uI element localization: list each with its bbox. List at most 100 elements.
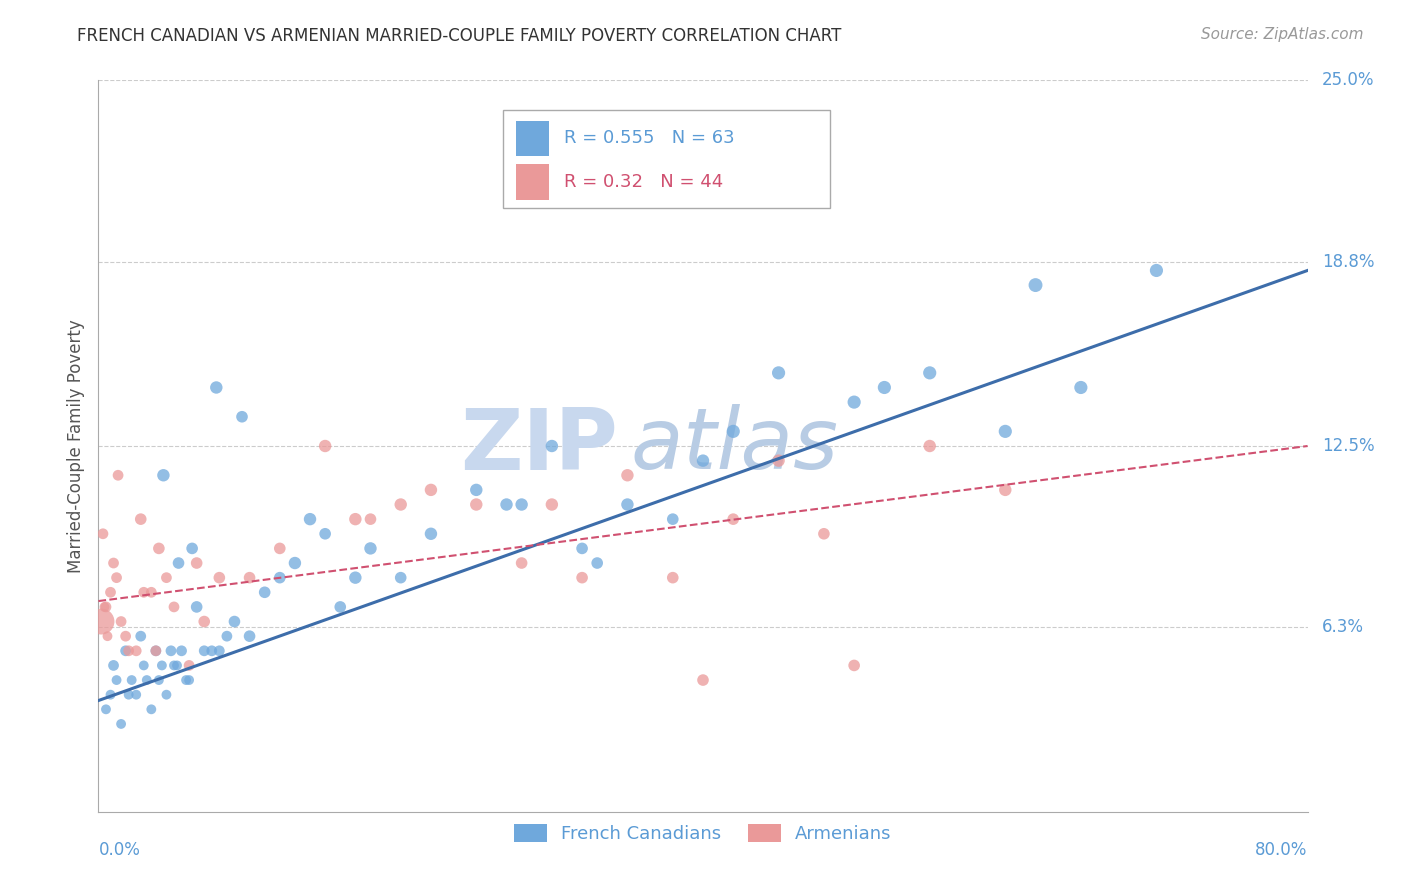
Text: 6.3%: 6.3% — [1322, 618, 1364, 636]
Point — [155, 571, 177, 585]
Point — [360, 512, 382, 526]
Point — [132, 658, 155, 673]
Point — [125, 688, 148, 702]
Text: 80.0%: 80.0% — [1256, 841, 1308, 859]
Point — [239, 629, 262, 643]
Point — [148, 541, 170, 556]
FancyBboxPatch shape — [516, 120, 550, 155]
Point — [239, 571, 262, 585]
Point — [181, 541, 204, 556]
Text: R = 0.32   N = 44: R = 0.32 N = 44 — [564, 173, 723, 191]
Point — [510, 498, 533, 512]
Point — [224, 615, 246, 629]
Point — [231, 409, 253, 424]
Point — [344, 571, 367, 585]
Point — [661, 512, 683, 526]
Point — [179, 658, 201, 673]
Point — [96, 629, 118, 643]
Point — [314, 526, 336, 541]
Point — [844, 658, 866, 673]
Point — [100, 688, 122, 702]
Text: Source: ZipAtlas.com: Source: ZipAtlas.com — [1201, 27, 1364, 42]
Point — [141, 585, 163, 599]
Text: 0.0%: 0.0% — [98, 841, 141, 859]
Point — [918, 439, 941, 453]
Point — [661, 571, 683, 585]
Point — [465, 483, 488, 497]
Point — [208, 571, 231, 585]
Text: FRENCH CANADIAN VS ARMENIAN MARRIED-COUPLE FAMILY POVERTY CORRELATION CHART: FRENCH CANADIAN VS ARMENIAN MARRIED-COUP… — [77, 27, 842, 45]
Point — [103, 658, 125, 673]
Point — [105, 673, 128, 687]
Y-axis label: Married-Couple Family Poverty: Married-Couple Family Poverty — [66, 319, 84, 573]
Point — [692, 673, 714, 687]
Point — [121, 673, 143, 687]
Point — [994, 483, 1017, 497]
Point — [723, 512, 745, 526]
Point — [160, 644, 183, 658]
Point — [94, 599, 117, 614]
Point — [692, 453, 714, 467]
Point — [215, 629, 238, 643]
Point — [344, 512, 367, 526]
Point — [155, 688, 177, 702]
Point — [103, 556, 125, 570]
Point — [389, 571, 412, 585]
Point — [107, 468, 129, 483]
Point — [918, 366, 941, 380]
Point — [129, 512, 152, 526]
Point — [118, 644, 141, 658]
Point — [1146, 263, 1168, 277]
Point — [105, 571, 128, 585]
FancyBboxPatch shape — [503, 110, 830, 209]
Point — [114, 644, 136, 658]
Point — [813, 526, 835, 541]
Point — [1024, 278, 1046, 293]
Point — [152, 468, 174, 483]
Point — [100, 585, 122, 599]
Point — [571, 571, 593, 585]
Point — [420, 526, 443, 541]
Point — [329, 599, 352, 614]
Point — [145, 644, 167, 658]
Point — [186, 556, 208, 570]
Point — [284, 556, 307, 570]
Point — [118, 688, 141, 702]
Point — [540, 439, 562, 453]
Point — [163, 658, 186, 673]
Point — [586, 556, 609, 570]
Point — [125, 644, 148, 658]
Point — [1070, 380, 1092, 394]
Point — [94, 702, 117, 716]
Point — [540, 498, 562, 512]
Point — [148, 673, 170, 687]
Point — [495, 498, 517, 512]
Point — [114, 629, 136, 643]
Text: 18.8%: 18.8% — [1322, 252, 1375, 270]
Point — [174, 673, 197, 687]
Point — [129, 629, 152, 643]
FancyBboxPatch shape — [516, 164, 550, 200]
Point — [150, 658, 173, 673]
Point — [360, 541, 382, 556]
Text: R = 0.555   N = 63: R = 0.555 N = 63 — [564, 129, 734, 147]
Point — [844, 395, 866, 409]
Text: 12.5%: 12.5% — [1322, 437, 1375, 455]
Point — [389, 498, 412, 512]
Point — [616, 498, 638, 512]
Point — [166, 658, 188, 673]
Point — [269, 541, 291, 556]
Point — [314, 439, 336, 453]
Point — [132, 585, 155, 599]
Point — [170, 644, 193, 658]
Point — [299, 512, 322, 526]
Text: 25.0%: 25.0% — [1322, 71, 1375, 89]
Text: atlas: atlas — [630, 404, 838, 488]
Point — [179, 673, 201, 687]
Point — [873, 380, 896, 394]
Point — [768, 453, 790, 467]
Point — [186, 599, 208, 614]
Point — [110, 615, 132, 629]
Point — [616, 468, 638, 483]
Point — [510, 556, 533, 570]
